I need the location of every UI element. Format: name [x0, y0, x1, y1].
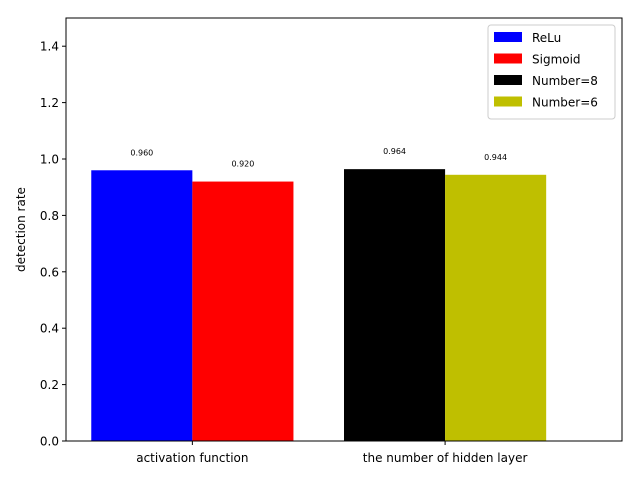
x-tick-label: activation function [136, 451, 248, 465]
value-labels-layer: 0.960 0.920 0.964 0.944 [130, 147, 507, 168]
bar-number-8 [344, 169, 446, 441]
y-tick-label: 0.8 [40, 209, 59, 223]
y-tick-label: 0.2 [40, 378, 59, 392]
bar-value-label: 0.964 [383, 147, 406, 156]
bar-value-label: 0.944 [484, 153, 507, 162]
legend-swatch [494, 96, 522, 107]
legend-label: Number=6 [532, 96, 598, 110]
bar-number-6 [445, 174, 547, 442]
y-axis: 0.0 0.2 0.4 0.6 0.8 1.0 1.2 1.4 [40, 40, 66, 449]
bar-sigmoid [192, 181, 294, 441]
y-tick-label: 1.2 [40, 96, 59, 110]
legend-swatch [494, 75, 522, 85]
bar-value-label: 0.920 [231, 160, 254, 169]
legend-swatch [494, 53, 522, 64]
y-tick-label: 1.0 [40, 153, 59, 167]
y-tick-label: 1.4 [40, 40, 59, 54]
y-tick-label: 0.6 [40, 265, 59, 279]
legend: ReLu Sigmoid Number=8 Number=6 [487, 24, 616, 120]
legend-box [487, 24, 616, 120]
bar-relu [91, 170, 193, 441]
legend-label: Number=8 [532, 74, 598, 88]
y-tick-label: 0.4 [40, 322, 59, 336]
bars-layer [91, 169, 547, 442]
y-axis-label: detection rate [14, 187, 28, 272]
legend-label: ReLu [532, 31, 561, 45]
x-tick-label: the number of hidden layer [363, 451, 528, 465]
x-axis: activation function the number of hidden … [136, 441, 527, 465]
plot-frame [65, 17, 623, 442]
y-tick-label: 0.0 [40, 435, 59, 449]
legend-label: Sigmoid [532, 53, 581, 67]
legend-swatch [494, 32, 522, 42]
bar-value-label: 0.960 [130, 148, 153, 157]
